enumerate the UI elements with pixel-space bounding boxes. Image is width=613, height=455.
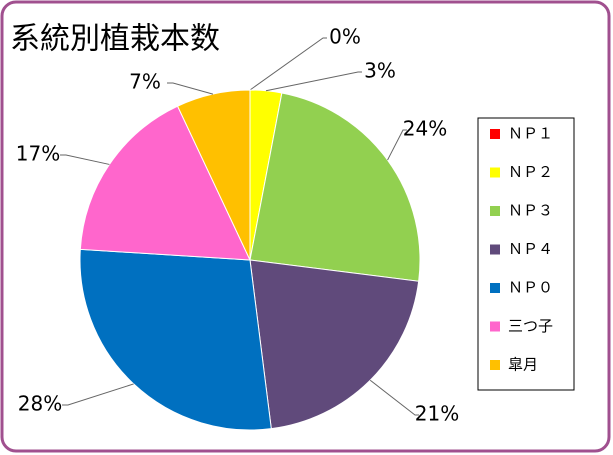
- pie-slice: [249, 92, 421, 282]
- data-label: 3%: [364, 59, 396, 83]
- leader-line: [62, 383, 134, 406]
- data-label: 7%: [129, 70, 161, 94]
- legend-label: ＮＰ０: [508, 279, 553, 297]
- pie-slice: [79, 248, 272, 431]
- legend-label: ＮＰ３: [508, 202, 553, 220]
- pie-slice: [79, 105, 251, 261]
- data-label: 0%: [329, 25, 361, 49]
- data-label: 21%: [415, 402, 459, 426]
- legend-label: ＮＰ２: [508, 163, 553, 181]
- legend-label: 皐月: [508, 356, 538, 374]
- data-label: 17%: [16, 142, 60, 166]
- data-label: 28%: [18, 392, 62, 416]
- data-label: 24%: [403, 117, 447, 141]
- leader-line: [369, 379, 419, 416]
- legend-swatch: [490, 360, 500, 370]
- legend-swatch: [490, 167, 500, 178]
- pie-slice: [176, 89, 251, 261]
- leader-line: [249, 37, 327, 91]
- leader-line: [387, 129, 407, 161]
- legend-swatch: [490, 283, 500, 293]
- chart-title: 系統別植栽本数: [10, 22, 220, 57]
- leader-line: [167, 82, 214, 95]
- legend-swatch: [490, 244, 500, 255]
- pie-slice: [249, 259, 420, 430]
- legend-label: 三つ子: [508, 317, 553, 335]
- legend-label: ＮＰ１: [508, 125, 553, 143]
- legend-swatch: [490, 206, 500, 216]
- legend-swatch: [490, 129, 500, 139]
- legend-label: ＮＰ４: [508, 240, 553, 258]
- leader-line: [265, 71, 362, 92]
- leader-line: [60, 154, 110, 165]
- legend-swatch: [490, 321, 500, 332]
